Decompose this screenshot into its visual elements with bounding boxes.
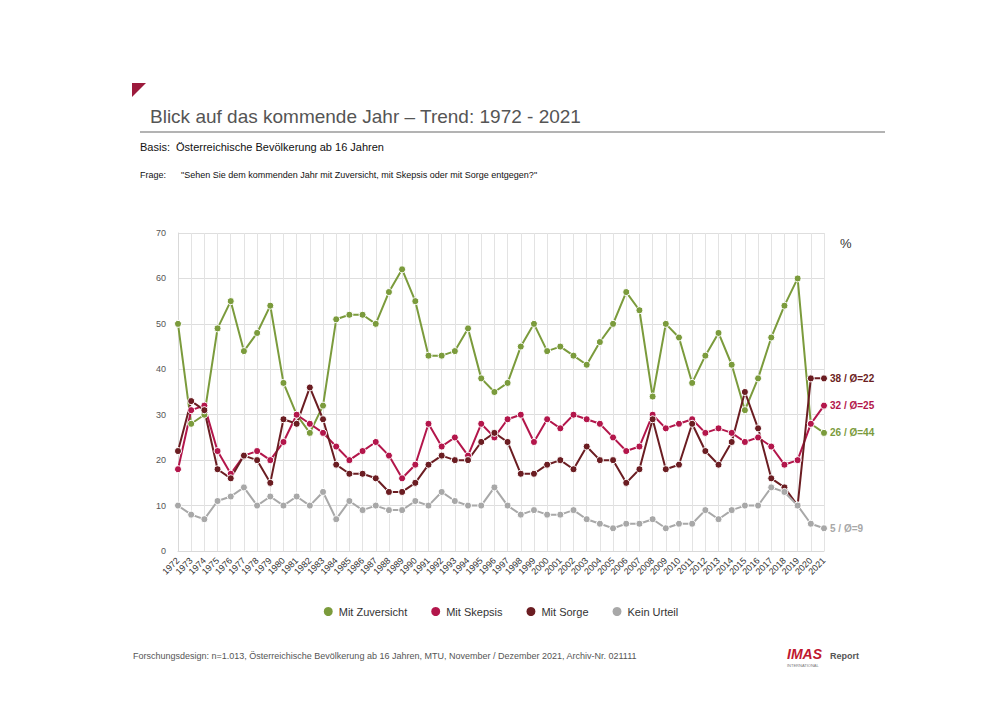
svg-text:1995: 1995 [463,555,485,577]
svg-text:2000: 2000 [529,555,551,577]
svg-text:1987: 1987 [358,555,380,577]
svg-text:26 / Ø=44: 26 / Ø=44 [830,427,875,438]
svg-text:1972: 1972 [160,555,182,577]
svg-text:Mit Zuversicht: Mit Zuversicht [339,606,407,618]
svg-text:1982: 1982 [292,555,314,577]
svg-text:1994: 1994 [450,555,472,577]
svg-text:1977: 1977 [226,555,248,577]
svg-text:50: 50 [156,319,166,329]
svg-text:1973: 1973 [173,555,195,577]
svg-text:Basis: Österreichische Bevölk: Basis: Österreichische Bevölkerung ab 16… [140,141,384,153]
svg-text:2011: 2011 [675,555,696,577]
svg-text:Blick auf das kommende Jahr –: Blick auf das kommende Jahr – Trend: 197… [150,106,581,127]
svg-text:1993: 1993 [437,555,459,577]
svg-text:2002: 2002 [555,555,577,577]
svg-text:1984: 1984 [318,555,340,577]
svg-text:2003: 2003 [569,555,591,577]
svg-text:0: 0 [161,546,166,556]
svg-text:Report: Report [830,651,859,661]
svg-text:1990: 1990 [397,555,419,577]
svg-text:2004: 2004 [582,555,604,577]
svg-text:Forschungsdesign: n=1.013, Öst: Forschungsdesign: n=1.013, Österreichisc… [133,651,637,661]
svg-text:32 / Ø=25: 32 / Ø=25 [830,400,875,411]
svg-text:2005: 2005 [595,555,617,577]
svg-text:2014: 2014 [714,555,736,577]
svg-text:1996: 1996 [476,555,498,577]
svg-text:1998: 1998 [503,555,525,577]
svg-text:2007: 2007 [621,555,643,577]
svg-text:2017: 2017 [753,555,775,577]
svg-text:1989: 1989 [384,555,406,577]
svg-text:2019: 2019 [780,555,802,577]
svg-text:Frage: "Sehen Sie dem kom: Frage: "Sehen Sie dem kommenden Jahr mit… [140,170,537,180]
svg-text:Mit Skepsis: Mit Skepsis [446,606,503,618]
svg-text:70: 70 [156,228,166,238]
svg-text:40: 40 [156,364,166,374]
svg-text:1980: 1980 [265,555,287,577]
svg-text:1986: 1986 [344,555,367,577]
svg-text:2001: 2001 [542,555,564,577]
svg-text:1999: 1999 [516,555,538,577]
svg-text:30: 30 [156,410,166,420]
svg-text:1985: 1985 [331,555,353,577]
svg-text:1981: 1981 [279,555,301,577]
svg-text:2020: 2020 [793,555,815,577]
svg-text:INTERNATIONAL: INTERNATIONAL [787,663,819,668]
svg-text:1988: 1988 [371,555,393,577]
svg-text:2008: 2008 [634,555,657,577]
svg-text:%: % [840,236,852,251]
svg-text:IMAS: IMAS [787,646,823,662]
svg-text:38 / Ø=22: 38 / Ø=22 [830,373,875,384]
svg-text:2009: 2009 [648,555,670,577]
svg-text:Kein Urteil: Kein Urteil [628,606,679,618]
svg-text:2015: 2015 [727,555,749,577]
svg-text:Mit Sorge: Mit Sorge [541,606,588,618]
svg-text:2018: 2018 [766,555,788,577]
svg-text:20: 20 [156,455,166,465]
svg-text:2021: 2021 [806,555,827,576]
svg-text:1992: 1992 [424,555,446,577]
svg-text:2012: 2012 [687,555,709,577]
svg-text:1979: 1979 [252,555,274,577]
svg-text:1997: 1997 [489,555,512,577]
svg-text:60: 60 [156,273,166,283]
svg-text:2016: 2016 [740,555,762,577]
svg-text:1983: 1983 [305,555,327,577]
svg-text:1978: 1978 [239,555,261,577]
svg-text:1974: 1974 [186,555,208,577]
svg-text:1976: 1976 [213,555,235,577]
svg-text:1975: 1975 [199,555,222,577]
svg-text:2013: 2013 [700,555,723,577]
svg-text:5 / Ø=9: 5 / Ø=9 [830,523,864,534]
svg-text:2010: 2010 [661,555,683,577]
svg-text:10: 10 [156,501,166,511]
svg-text:2006: 2006 [608,555,630,577]
svg-text:1991: 1991 [410,555,432,577]
